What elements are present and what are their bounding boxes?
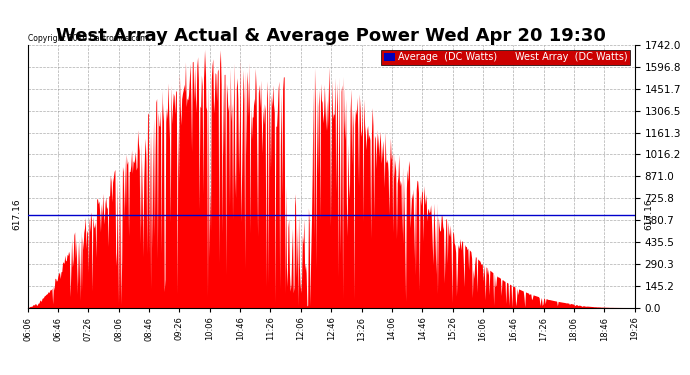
Legend: Average  (DC Watts), West Array  (DC Watts): Average (DC Watts), West Array (DC Watts…: [382, 50, 630, 65]
Text: Copyright 2016 Cartronics.com: Copyright 2016 Cartronics.com: [28, 34, 147, 43]
Text: 617.16: 617.16: [644, 199, 653, 230]
Text: 617.16: 617.16: [12, 199, 21, 230]
Title: West Array Actual & Average Power Wed Apr 20 19:30: West Array Actual & Average Power Wed Ap…: [57, 27, 606, 45]
